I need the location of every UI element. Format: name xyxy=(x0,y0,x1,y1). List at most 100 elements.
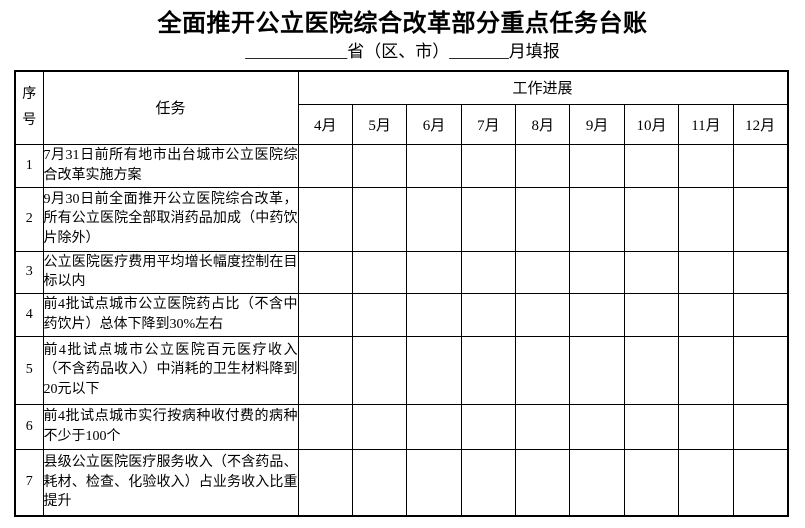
progress-cell xyxy=(406,335,462,405)
progress-cell xyxy=(678,292,734,337)
progress-cell xyxy=(406,186,462,252)
progress-cell xyxy=(569,250,625,294)
month-header: 5月 xyxy=(351,103,408,145)
progress-cell xyxy=(623,448,680,517)
progress-cell xyxy=(406,143,462,188)
month-header: 7月 xyxy=(460,103,517,145)
progress-cell xyxy=(297,143,353,188)
subtitle-line: ____________省（区、市）_______月填报 xyxy=(0,40,805,64)
month-header: 9月 xyxy=(569,103,625,145)
progress-cell xyxy=(623,143,680,188)
table-row: 2 9月30日前全面推开公立医院综合改革，所有公立医院全部取消药品加成（中药饮片除… xyxy=(14,186,789,252)
progress-cell xyxy=(351,292,408,337)
progress-cell xyxy=(460,335,517,405)
progress-cell xyxy=(297,403,353,450)
progress-cell xyxy=(460,403,517,450)
progress-cell xyxy=(515,403,571,450)
progress-cell xyxy=(623,335,680,405)
progress-cell xyxy=(460,448,517,517)
progress-cell xyxy=(460,143,517,188)
progress-cell xyxy=(515,250,571,294)
task-cell: 前4批试点城市实行按病种收付费的病种不少于100个 xyxy=(42,403,299,450)
progress-cell xyxy=(406,403,462,450)
month-header: 8月 xyxy=(515,103,571,145)
task-cell: 前4批试点城市公立医院药占比（不含中药饮片）总体下降到30%左右 xyxy=(42,292,299,337)
progress-cell xyxy=(406,250,462,294)
row-number: 7 xyxy=(14,448,44,517)
task-ledger-table: 序号 任务 工作进展 4月 5月 6月 7月 8月 9月 10月 11月 12月 1 7月31日前… xyxy=(14,70,789,517)
progress-cell xyxy=(569,403,625,450)
header-row-months: 4月 5月 6月 7月 8月 9月 10月 11月 12月 xyxy=(15,103,789,145)
header-task: 任务 xyxy=(42,70,299,145)
month-header: 4月 xyxy=(297,103,353,145)
progress-cell xyxy=(732,335,789,405)
progress-cell xyxy=(623,250,680,294)
task-cell: 公立医院医疗费用平均增长幅度控制在目标以内 xyxy=(42,250,299,294)
progress-cell xyxy=(569,143,625,188)
table-row: 1 7月31日前所有地市出台城市公立医院综合改革实施方案 xyxy=(14,143,789,188)
progress-cell xyxy=(569,186,625,252)
table-row: 4 前4批试点城市公立医院药占比（不含中药饮片）总体下降到30%左右 xyxy=(14,292,789,337)
progress-cell xyxy=(623,186,680,252)
header-work-progress: 工作进展 xyxy=(297,70,789,105)
progress-cell xyxy=(351,403,408,450)
task-cell: 9月30日前全面推开公立医院综合改革，所有公立医院全部取消药品加成（中药饮片除外… xyxy=(42,186,299,252)
progress-cell xyxy=(515,448,571,517)
progress-cell xyxy=(297,448,353,517)
month-header: 11月 xyxy=(678,103,734,145)
progress-cell xyxy=(732,292,789,337)
progress-cell xyxy=(569,448,625,517)
progress-cell xyxy=(732,403,789,450)
progress-cell xyxy=(732,448,789,517)
month-blank-line: _______ xyxy=(449,42,509,61)
task-cell: 7月31日前所有地市出台城市公立医院综合改革实施方案 xyxy=(42,143,299,188)
month-header: 6月 xyxy=(406,103,462,145)
progress-cell xyxy=(515,335,571,405)
progress-cell xyxy=(678,186,734,252)
progress-cell xyxy=(623,403,680,450)
progress-cell xyxy=(678,448,734,517)
progress-cell xyxy=(297,186,353,252)
progress-cell xyxy=(569,292,625,337)
progress-cell xyxy=(678,403,734,450)
row-number: 5 xyxy=(14,335,44,405)
row-number: 4 xyxy=(14,292,44,337)
table-row: 3 公立医院医疗费用平均增长幅度控制在目标以内 xyxy=(14,250,789,294)
progress-cell xyxy=(351,448,408,517)
progress-cell xyxy=(297,250,353,294)
progress-cell xyxy=(460,292,517,337)
header-index: 序号 xyxy=(14,70,44,145)
page-title: 全面推开公立医院综合改革部分重点任务台账 xyxy=(157,11,648,37)
row-number: 6 xyxy=(14,403,44,450)
progress-cell xyxy=(732,250,789,294)
province-label: 省（区、市） xyxy=(347,42,450,61)
progress-cell xyxy=(351,143,408,188)
progress-cell xyxy=(351,186,408,252)
progress-cell xyxy=(297,335,353,405)
table-row: 7 县级公立医院医疗服务收入（不含药品、耗材、检查、化验收入）占业务收入比重提升 xyxy=(14,448,789,517)
progress-cell xyxy=(678,250,734,294)
progress-cell xyxy=(569,335,625,405)
month-header: 10月 xyxy=(623,103,680,145)
row-number: 1 xyxy=(14,143,44,188)
progress-cell xyxy=(351,335,408,405)
progress-cell xyxy=(297,292,353,337)
progress-cell xyxy=(515,186,571,252)
header-row-top: 序号 任务 工作进展 xyxy=(14,70,789,145)
progress-cell xyxy=(406,448,462,517)
task-cell: 县级公立医院医疗服务收入（不含药品、耗材、检查、化验收入）占业务收入比重提升 xyxy=(42,448,299,517)
progress-cell xyxy=(678,143,734,188)
progress-cell xyxy=(623,292,680,337)
progress-cell xyxy=(732,186,789,252)
report-suffix-label: 月填报 xyxy=(508,42,560,61)
progress-cell xyxy=(678,335,734,405)
progress-cell xyxy=(515,292,571,337)
table-row: 6 前4批试点城市实行按病种收付费的病种不少于100个 xyxy=(14,403,789,450)
row-number: 2 xyxy=(14,186,44,252)
month-header: 12月 xyxy=(732,103,789,145)
progress-cell xyxy=(460,186,517,252)
table-row: 5 前4批试点城市公立医院百元医疗收入（不含药品收入）中消耗的卫生材料降到20元以… xyxy=(14,335,789,405)
progress-cell xyxy=(515,143,571,188)
progress-cell xyxy=(406,292,462,337)
